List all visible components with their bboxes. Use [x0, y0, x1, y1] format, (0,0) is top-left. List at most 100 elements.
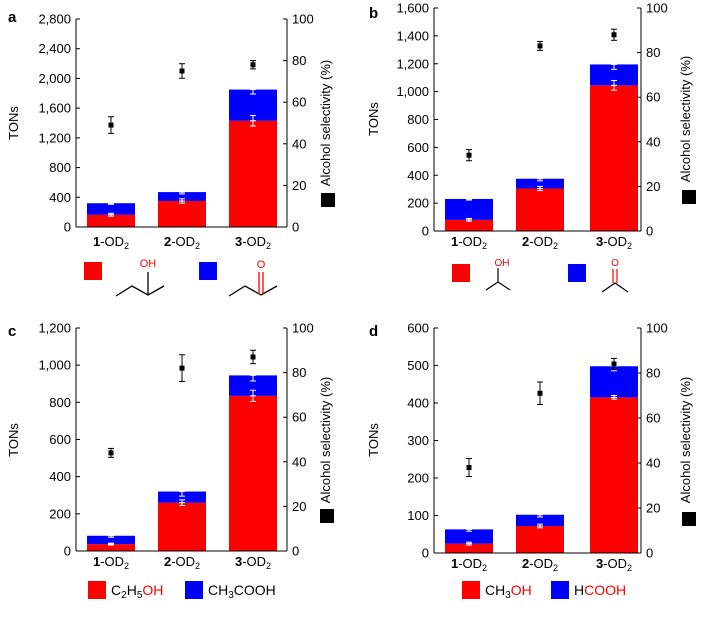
- bar-CH3OH-1: [445, 543, 493, 553]
- y-tick-label: 0: [64, 220, 71, 235]
- legend-o-label: O: [611, 258, 619, 269]
- selectivity-point-1: [466, 152, 472, 158]
- category-label-3: 3-OD2: [235, 554, 271, 571]
- category-label-1: 1-OD2: [451, 234, 487, 251]
- bar-ketone-2: [158, 192, 206, 201]
- y-tick-label: 600: [407, 140, 429, 155]
- category-label-1: 1-OD2: [451, 556, 487, 573]
- legend-label-0: C2H5OH: [111, 582, 163, 601]
- legend-swatch-ketone: [199, 262, 217, 280]
- y-tick-label: 1,600: [38, 101, 71, 116]
- legend-structure-butanol: [115, 285, 165, 297]
- legend-label-1: CH3COOH: [208, 582, 276, 601]
- bar-alcohol-1: [445, 219, 493, 231]
- y-tick-label: 100: [407, 508, 429, 523]
- bar-C2H5OH-1: [87, 544, 135, 551]
- y-tick-label: 1,400: [396, 28, 429, 43]
- y2-legend-square: [320, 509, 334, 523]
- selectivity-point-1: [108, 450, 114, 456]
- y2-tick-label: 0: [646, 224, 653, 239]
- y-tick-label: 2,800: [38, 12, 71, 27]
- y2-axis-title: Alcohol selectivity (%): [678, 377, 693, 503]
- y-tick-label: 1,200: [38, 321, 71, 336]
- y2-tick-label: 20: [292, 178, 306, 193]
- y2-tick-label: 60: [292, 95, 306, 110]
- selectivity-point-2: [537, 390, 543, 396]
- y2-tick-label: 60: [646, 90, 660, 105]
- y-tick-label: 600: [49, 432, 71, 447]
- y-tick-label: 800: [49, 395, 71, 410]
- legend-oh-label: OH: [495, 258, 510, 269]
- y2-tick-label: 40: [292, 136, 306, 151]
- y2-tick-label: 20: [646, 501, 660, 516]
- y2-tick-label: 0: [292, 544, 299, 559]
- y2-tick-label: 100: [292, 321, 314, 336]
- bar-HCOOH-2: [516, 514, 564, 526]
- y-tick-label: 400: [407, 396, 429, 411]
- legend: OH O: [452, 258, 629, 293]
- bar-CH3COOH-2: [158, 491, 206, 503]
- bar-ketone-3: [590, 64, 638, 86]
- panel-d: d 1-OD2 2-OD2 3-OD2 0 100 200 300 400 500 600 0 20 40…: [366, 321, 696, 601]
- legend-swatch-0: [88, 581, 106, 599]
- y-tick-label: 2,000: [38, 71, 71, 86]
- selectivity-point-3: [250, 354, 256, 360]
- legend-swatch-alcohol: [452, 264, 470, 282]
- y-tick-label: 2,400: [38, 41, 71, 56]
- selectivity-point-3: [250, 62, 256, 68]
- category-label-2: 2-OD2: [522, 556, 558, 573]
- y-axis-title: TONs: [366, 423, 381, 457]
- legend-structure-propanol: [485, 281, 511, 291]
- legend: C2H5OH CH3COOH: [88, 581, 276, 601]
- y-tick-label: 200: [407, 471, 429, 486]
- y2-tick-label: 80: [292, 53, 306, 68]
- y2-tick-label: 80: [292, 365, 306, 380]
- panel-b: b1-OD2 2-OD2 3-OD202004006008001,0001,2001…: [366, 1, 696, 293]
- y2-tick-label: 100: [292, 12, 314, 27]
- y2-axis-title: Alcohol selectivity (%): [678, 56, 693, 182]
- y2-legend-square: [682, 512, 696, 526]
- y2-tick-label: 60: [292, 410, 306, 425]
- y-tick-label: 0: [422, 224, 429, 239]
- category-label-2: 2-OD2: [164, 554, 200, 571]
- bar-alcohol-2: [158, 201, 206, 227]
- legend-structure-acetone: [601, 282, 629, 293]
- legend-label-1: HCOOH: [574, 582, 626, 598]
- bar-alcohol-1: [87, 214, 135, 227]
- y-tick-label: 1,600: [396, 1, 429, 16]
- category-label-3: 3-OD2: [235, 234, 271, 251]
- selectivity-point-3: [611, 32, 617, 38]
- bar-C2H5OH-2: [158, 502, 206, 551]
- bar-alcohol-2: [516, 188, 564, 231]
- selectivity-point-2: [179, 68, 185, 74]
- y-tick-label: 200: [49, 506, 71, 521]
- bar-alcohol-3: [229, 120, 277, 227]
- y-tick-label: 500: [407, 358, 429, 373]
- panel-letter: a: [8, 9, 17, 26]
- bar-alcohol-3: [590, 85, 638, 232]
- category-label-1: 1-OD2: [93, 234, 129, 251]
- y2-legend-square: [682, 190, 696, 204]
- legend-swatch-ketone: [568, 264, 586, 282]
- legend-swatch-alcohol: [84, 262, 102, 280]
- y2-tick-label: 40: [292, 454, 306, 469]
- bar-ketone-2: [516, 178, 564, 189]
- y-tick-label: 600: [407, 321, 429, 336]
- legend: OH O: [84, 258, 278, 297]
- y-axis-title: TONs: [366, 102, 381, 136]
- y-tick-label: 200: [407, 196, 429, 211]
- category-label-3: 3-OD2: [596, 234, 632, 251]
- legend-label-0: CH3OH: [485, 582, 532, 601]
- bar-ketone-1: [87, 203, 135, 215]
- y-tick-label: 1,000: [396, 84, 429, 99]
- y2-tick-label: 100: [646, 1, 668, 16]
- panel-c: c 1-OD2 2-OD2 3-OD2 0 200 400 600 800 1,000 1,200 0…: [6, 321, 334, 601]
- category-label-1: 1-OD2: [93, 554, 129, 571]
- y2-tick-label: 80: [646, 45, 660, 60]
- legend-swatch-1: [185, 581, 203, 599]
- y-tick-label: 1,000: [38, 358, 71, 373]
- legend-oh-label: OH: [140, 258, 157, 270]
- panel-a: a1-OD2 2-OD2 3-OD204008001,2001,6002,0002,…: [6, 9, 335, 297]
- bar-C2H5OH-3: [229, 395, 277, 551]
- category-label-3: 3-OD2: [596, 556, 632, 573]
